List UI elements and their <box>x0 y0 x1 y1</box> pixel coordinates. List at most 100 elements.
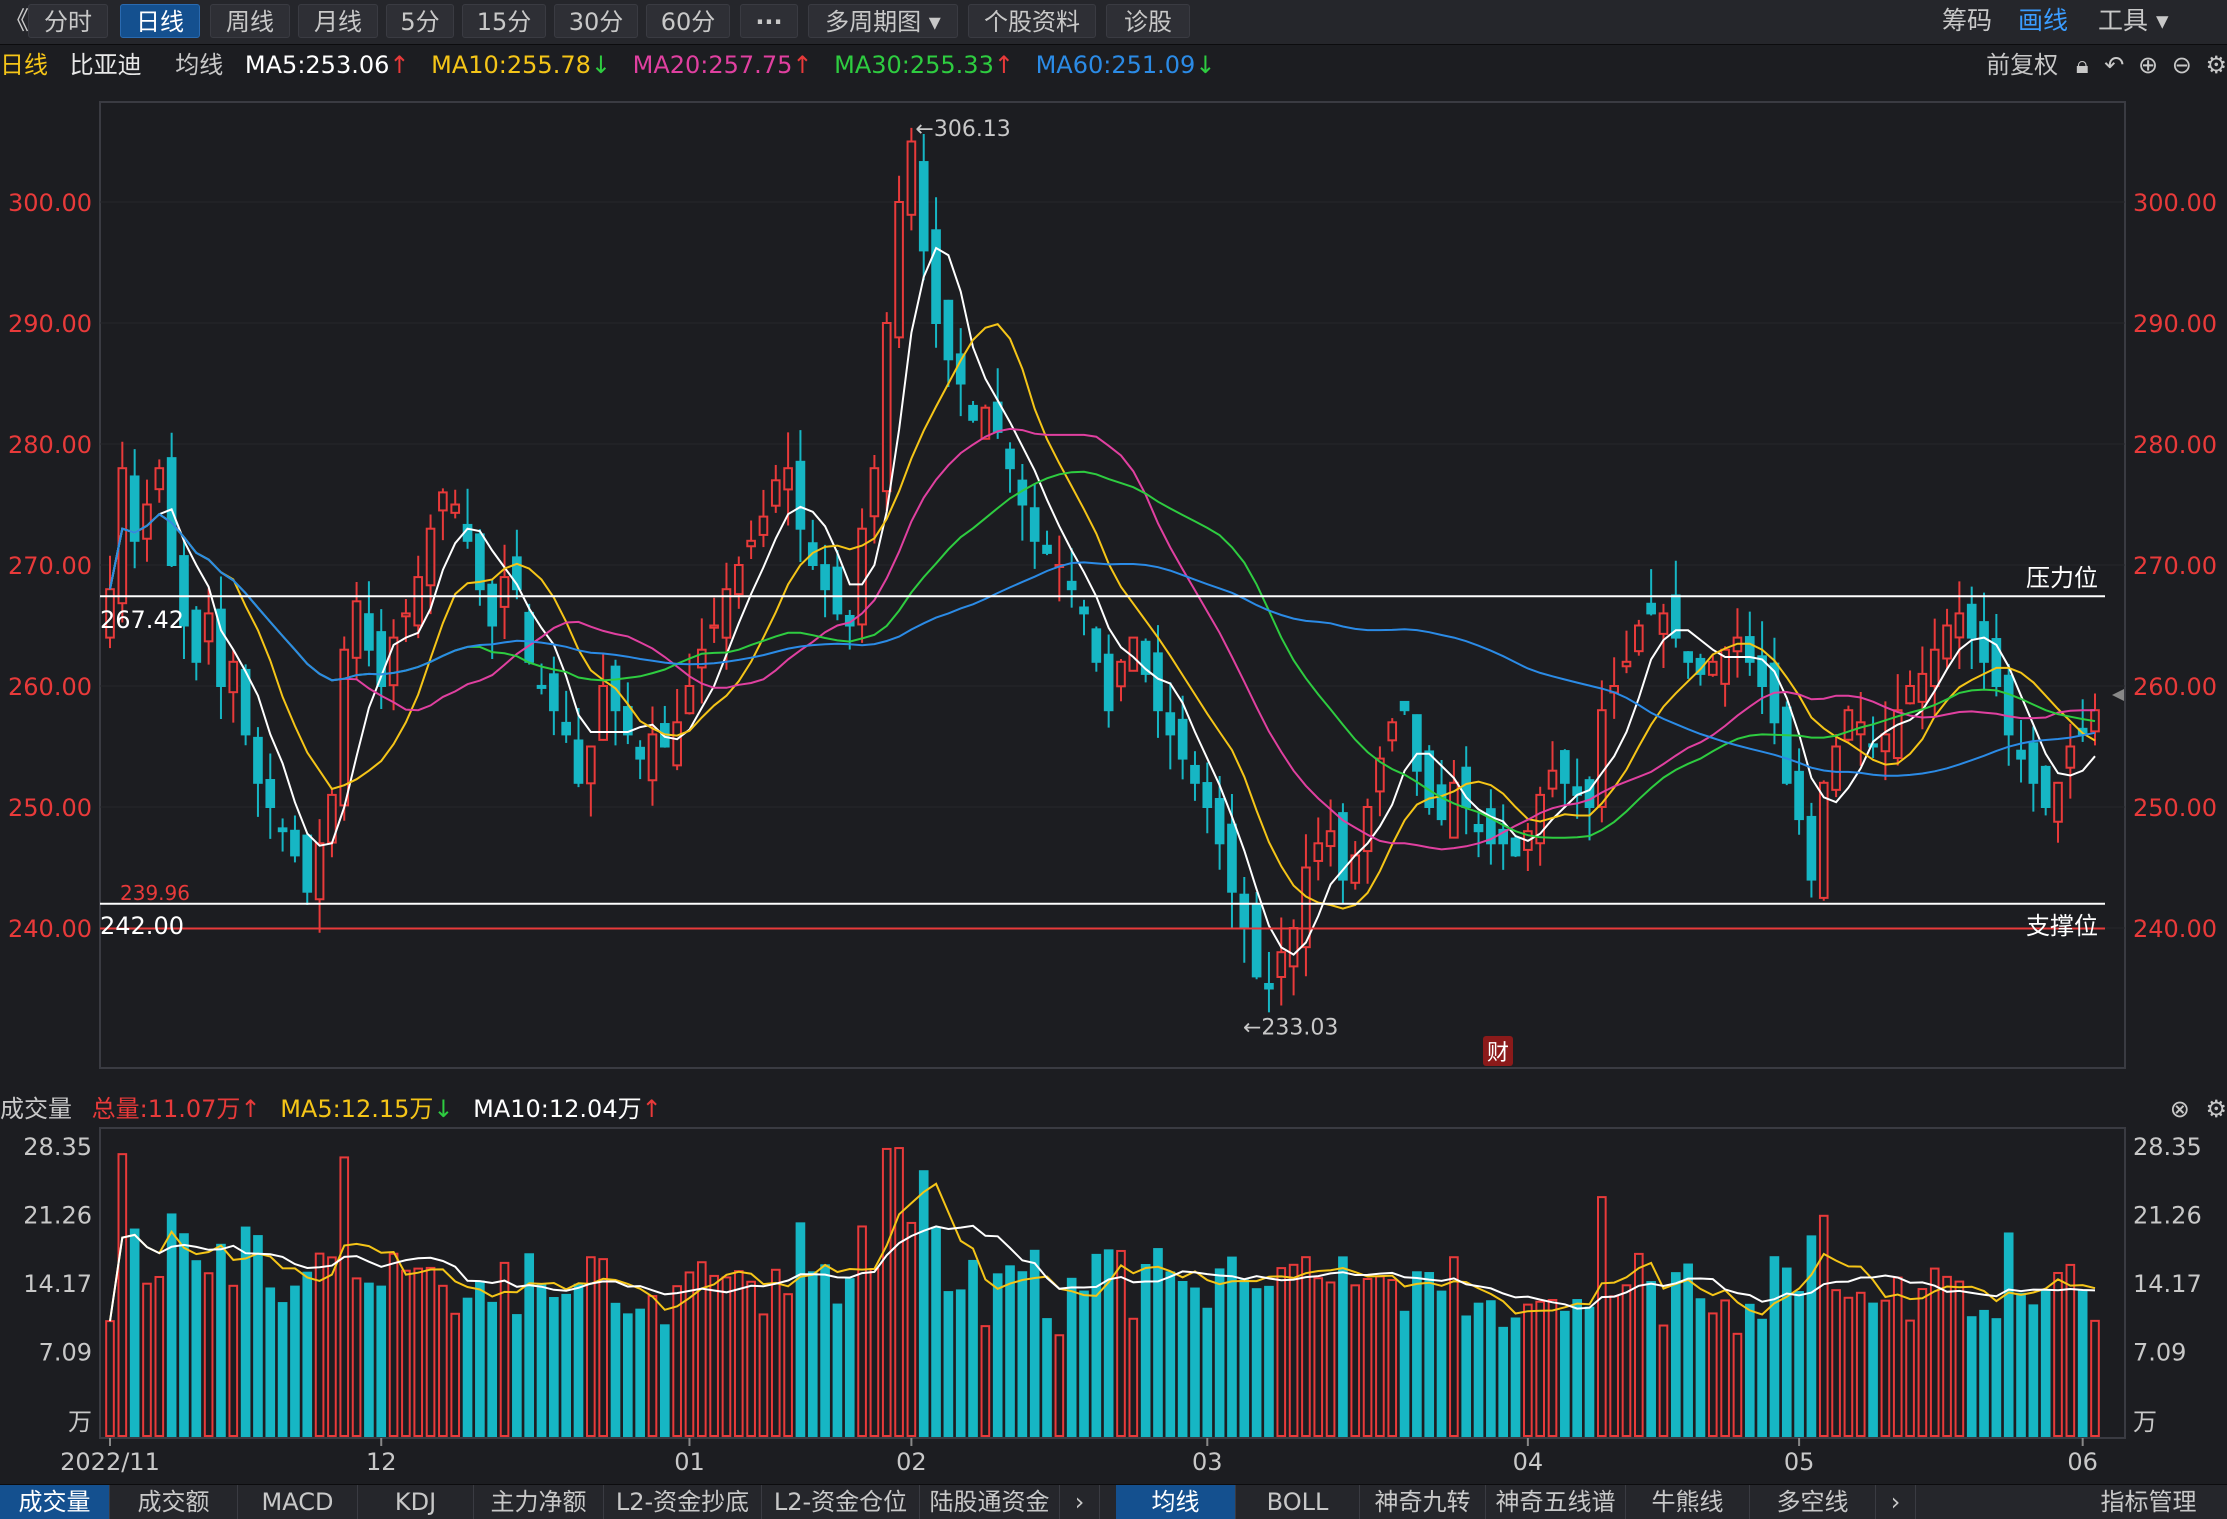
stock-info-button[interactable]: 个股资料 <box>968 4 1096 38</box>
earnings-event-icon[interactable] <box>1483 1036 1513 1066</box>
volume-bar <box>635 1308 645 1437</box>
tab-intraday[interactable]: 分时 <box>28 4 108 38</box>
volume-chart[interactable]: 28.35 28.35 21.26 21.26 14.17 14.17 7.09 7.09 万 万… <box>0 1126 2227 1484</box>
tab-macd[interactable]: MACD <box>238 1485 358 1519</box>
candle <box>277 827 288 833</box>
volume-bar <box>955 1289 966 1438</box>
zoom-out-icon[interactable]: ⊖ <box>2171 51 2192 79</box>
volume-bar <box>228 1284 239 1437</box>
volume-bar <box>807 1271 818 1438</box>
tools-button[interactable]: 工具 ▾ <box>2098 4 2169 38</box>
volume-controls: ⊗ ⚙ <box>2170 1092 2227 1126</box>
arrow-down-icon: ↓ <box>1195 51 1216 79</box>
low-label: ←233.03 <box>1243 1015 1338 1040</box>
candle <box>1362 806 1373 853</box>
volume-bar <box>573 1283 584 1438</box>
candle <box>2003 674 2014 736</box>
tab-boll[interactable]: BOLL <box>1236 1485 1360 1519</box>
volume-tick-right: 28.35 <box>2133 1133 2202 1161</box>
price-tick-left: 280.00 <box>8 431 92 459</box>
volume-bar <box>918 1170 929 1438</box>
more-button[interactable]: ··· <box>740 4 798 38</box>
period-toolbar: 《 分时 日线 周线 月线 5分 15分 30分 60分 ··· 多周期图 ▾ … <box>0 0 2227 45</box>
price-tick-right: 250.00 <box>2133 794 2217 822</box>
restore-mode-button[interactable]: 前复权 <box>1986 51 2059 79</box>
volume-bar <box>1732 1332 1743 1437</box>
candle <box>499 576 510 608</box>
chevron-right-icon[interactable]: › <box>1876 1485 1916 1519</box>
lock-icon[interactable]: 🔒︎ <box>2075 51 2089 79</box>
candle <box>943 299 954 361</box>
legend-ma30: MA30:255.33↑ <box>834 51 1014 79</box>
gear-icon[interactable]: ⚙ <box>2205 51 2227 79</box>
tab-ma[interactable]: 均线 <box>1116 1485 1236 1519</box>
volume-bar <box>1214 1268 1225 1438</box>
legend-ma-label[interactable]: 均线 <box>175 51 224 79</box>
candle <box>425 527 436 587</box>
back-button[interactable]: 《 <box>4 6 30 35</box>
volume-bar <box>1227 1256 1237 1437</box>
volume-bar <box>1991 1318 2002 1437</box>
volume-bar <box>1942 1275 1952 1438</box>
volume-bar <box>388 1252 399 1438</box>
legend-period: 日线 <box>0 51 48 79</box>
volume-bar <box>1794 1291 1804 1437</box>
price-tick-right: 300.00 <box>2133 189 2217 217</box>
undo-icon[interactable]: ↶ <box>2104 51 2125 79</box>
candle <box>1436 784 1447 821</box>
candle <box>228 660 239 694</box>
volume-bar <box>401 1269 411 1437</box>
tab-kdj[interactable]: KDJ <box>358 1485 474 1519</box>
tab-bull-bear[interactable]: 牛熊线 <box>1626 1485 1750 1519</box>
volume-bar <box>1350 1284 1361 1437</box>
candle <box>364 613 374 651</box>
tab-l2-position[interactable]: L2-资金仓位 <box>762 1485 920 1519</box>
volume-bar <box>1769 1256 1780 1437</box>
candle <box>684 685 695 715</box>
chips-button[interactable]: 筹码 <box>1942 6 1993 35</box>
price-chart[interactable]: 240.00 250.00 260.00 270.00 280.00 290.00 300.… <box>0 86 2227 1076</box>
diagnose-button[interactable]: 诊股 <box>1106 4 1190 38</box>
tab-volume[interactable]: 成交量 <box>0 1485 110 1519</box>
chevron-right-icon[interactable]: › <box>1060 1485 1100 1519</box>
tab-30min[interactable]: 30分 <box>554 4 638 38</box>
zoom-in-icon[interactable]: ⊕ <box>2137 51 2159 79</box>
tab-turnover[interactable]: 成交额 <box>110 1485 238 1519</box>
candle <box>931 229 941 324</box>
candle <box>1942 624 1952 660</box>
tab-l2-bottom[interactable]: L2-资金抄底 <box>604 1485 762 1519</box>
tab-td9[interactable]: 神奇九转 <box>1360 1485 1486 1519</box>
volume-bar <box>1621 1284 1632 1438</box>
volume-bar <box>499 1261 510 1438</box>
tab-60min[interactable]: 60分 <box>646 4 730 38</box>
volume-bar <box>1005 1265 1015 1437</box>
volume-bar <box>253 1235 263 1437</box>
volume-bar <box>1905 1319 1915 1437</box>
tab-main-net[interactable]: 主力净额 <box>474 1485 604 1519</box>
tab-daily[interactable]: 日线 <box>120 4 200 38</box>
draw-button[interactable]: 画线 <box>2018 6 2069 35</box>
candle <box>536 684 547 689</box>
tab-monthly[interactable]: 月线 <box>298 4 378 38</box>
volume-bar <box>561 1293 572 1437</box>
candle <box>1757 655 1767 688</box>
gear-icon[interactable]: ⚙ <box>2205 1095 2227 1123</box>
multi-period-dropdown[interactable]: 多周期图 ▾ <box>808 4 958 38</box>
candle <box>191 609 202 663</box>
volume-bar <box>672 1285 682 1437</box>
legend-ma20-value: MA20:257.75 <box>632 51 793 79</box>
tab-5min[interactable]: 5分 <box>386 4 454 38</box>
tab-long-short[interactable]: 多空线 <box>1750 1485 1876 1519</box>
tab-weekly[interactable]: 周线 <box>210 4 290 38</box>
tab-15min[interactable]: 15分 <box>462 4 546 38</box>
close-icon[interactable]: ⊗ <box>2169 1095 2190 1123</box>
price-tick-right: 280.00 <box>2133 431 2217 459</box>
candle <box>561 721 572 736</box>
volume-bar <box>117 1153 128 1437</box>
tab-five-lines[interactable]: 神奇五线谱 <box>1486 1485 1626 1519</box>
volume-bar <box>1979 1309 1989 1437</box>
tab-northbound[interactable]: 陆股通资金 <box>920 1485 1060 1519</box>
indicator-manage-button[interactable]: 指标管理 <box>2100 1488 2197 1516</box>
volume-bar <box>1202 1307 1213 1437</box>
volume-bar <box>2053 1271 2063 1437</box>
